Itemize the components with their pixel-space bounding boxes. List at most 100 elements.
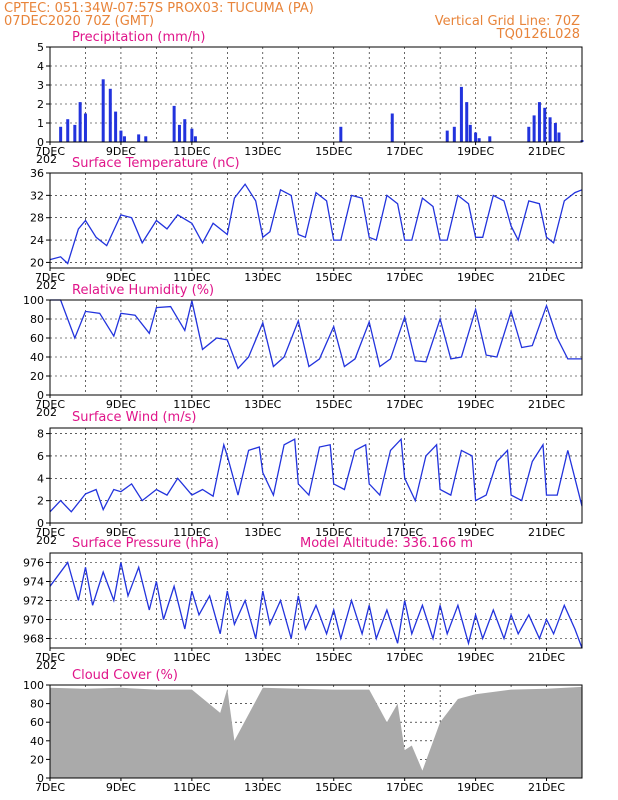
panel-frame xyxy=(49,299,583,396)
precip-bar xyxy=(78,102,82,142)
x-tick-label: 21DEC xyxy=(528,526,565,539)
x-tick-label: 19DEC xyxy=(457,526,494,539)
series-line xyxy=(49,437,583,513)
precip-bar xyxy=(548,117,552,142)
x-tick-label: 9DEC xyxy=(106,271,136,284)
precip-bar xyxy=(339,126,343,142)
y-tick-label: 80 xyxy=(30,698,44,711)
panel-title: Precipitation (mm/h) xyxy=(72,30,205,45)
panel-title: Surface Pressure (hPa) xyxy=(72,536,219,551)
y-tick-label: 968 xyxy=(23,633,44,646)
x-tick-label: 15DEC xyxy=(315,145,352,158)
x-tick-label: 11DEC xyxy=(173,781,210,794)
y-tick-label: 0 xyxy=(37,517,44,530)
precip-bar xyxy=(193,136,197,142)
x-tick-label: 19DEC xyxy=(457,651,494,664)
x-year-fragment: 202 xyxy=(36,279,57,292)
precip-bar xyxy=(137,134,141,142)
x-tick-label: 19DEC xyxy=(457,398,494,411)
y-tick-label: 20 xyxy=(30,370,44,383)
y-tick-label: 20 xyxy=(30,256,44,269)
x-tick-label: 21DEC xyxy=(528,398,565,411)
panel-title: Cloud Cover (%) xyxy=(72,668,178,683)
panel-2: Surface Temperature (nC) 20 24 28 32 36 7DEC 9D… xyxy=(30,156,583,292)
x-tick-label: 9DEC xyxy=(106,526,136,539)
x-tick-label: 13DEC xyxy=(244,145,281,158)
x-tick-label: 15DEC xyxy=(315,398,352,411)
panel-frame xyxy=(49,172,583,269)
precip-bar xyxy=(452,126,456,142)
precip-bar xyxy=(66,119,70,142)
series-line xyxy=(50,299,582,370)
precip-bar xyxy=(144,136,148,142)
y-tick-label: 36 xyxy=(30,167,44,180)
header-model: TQ0126L028 xyxy=(496,27,580,42)
x-tick-label: 11DEC xyxy=(173,651,210,664)
y-tick-label: 6 xyxy=(37,450,44,463)
x-tick-label: 9DEC xyxy=(106,398,136,411)
x-tick-label: 13DEC xyxy=(244,526,281,539)
panel-frame xyxy=(49,552,583,649)
y-tick-label: 32 xyxy=(30,189,44,202)
x-tick-label: 17DEC xyxy=(386,398,423,411)
panel-title: Surface Temperature (nC) xyxy=(72,156,240,171)
precip-bar xyxy=(114,111,118,142)
x-tick-label: 9DEC xyxy=(106,781,136,794)
x-tick-label: 15DEC xyxy=(315,271,352,284)
x-tick-label: 21DEC xyxy=(528,651,565,664)
x-tick-label: 13DEC xyxy=(244,781,281,794)
cloud-cover-area xyxy=(50,686,582,778)
x-year-fragment: 202 xyxy=(36,153,57,166)
precip-bar xyxy=(59,126,63,142)
x-year-fragment: 202 xyxy=(36,659,57,672)
x-tick-label: 21DEC xyxy=(528,145,565,158)
y-tick-label: 20 xyxy=(30,753,44,766)
y-tick-label: 1 xyxy=(37,117,44,130)
y-tick-label: 970 xyxy=(23,614,44,627)
panel-title: Surface Wind (m/s) xyxy=(72,410,196,425)
y-tick-label: 40 xyxy=(30,351,44,364)
precip-bar xyxy=(177,124,181,142)
x-tick-label: 19DEC xyxy=(457,271,494,284)
y-tick-label: 976 xyxy=(23,557,44,570)
precip-bar xyxy=(537,102,541,142)
precip-bar xyxy=(390,113,394,142)
precip-bar xyxy=(445,130,449,142)
x-tick-label: 17DEC xyxy=(386,651,423,664)
x-tick-label: 13DEC xyxy=(244,398,281,411)
header-station: CPTEC: 051:34W-07:57S PROX03: TUCUMA (PA… xyxy=(4,1,314,16)
precip-bar xyxy=(468,124,472,142)
y-tick-label: 8 xyxy=(37,428,44,441)
x-tick-label: 21DEC xyxy=(528,781,565,794)
precip-bar xyxy=(553,123,557,142)
y-tick-label: 60 xyxy=(30,332,44,345)
y-tick-label: 2 xyxy=(37,495,44,508)
precip-bar xyxy=(108,88,112,142)
x-tick-label: 11DEC xyxy=(173,145,210,158)
y-tick-label: 24 xyxy=(30,234,44,247)
header-date: 07DEC2020 70Z (GMT) xyxy=(4,14,154,29)
x-tick-label: 19DEC xyxy=(457,145,494,158)
y-tick-label: 972 xyxy=(23,595,44,608)
x-tick-label: 11DEC xyxy=(173,398,210,411)
y-tick-label: 4 xyxy=(37,60,44,73)
header-grid-line: Vertical Grid Line: 70Z xyxy=(435,14,580,29)
x-tick-label: 13DEC xyxy=(244,651,281,664)
x-tick-label: 7DEC xyxy=(35,651,65,664)
y-tick-label: 4 xyxy=(37,472,44,485)
series-line xyxy=(49,561,583,649)
precip-bar xyxy=(543,107,547,142)
y-tick-label: 5 xyxy=(37,41,44,54)
panel-1: Precipitation (mm/h) 0 1 2 3 4 5 7DEC 9DEC 11DEC 1… xyxy=(35,30,584,166)
precip-bar xyxy=(172,105,176,142)
x-tick-label: 19DEC xyxy=(457,781,494,794)
x-tick-label: 7DEC xyxy=(35,526,65,539)
x-tick-label: 9DEC xyxy=(106,145,136,158)
panel-3: Relative Humidity (%) 0 20 40 60 80 100 7DEC 9DE… xyxy=(23,283,583,419)
panel-title: Relative Humidity (%) xyxy=(72,283,214,298)
x-tick-label: 17DEC xyxy=(386,145,423,158)
x-tick-label: 17DEC xyxy=(386,271,423,284)
y-tick-label: 2 xyxy=(37,98,44,111)
x-tick-label: 7DEC xyxy=(35,271,65,284)
panel-annotation: Model Altitude: 336.166 m xyxy=(300,536,473,551)
